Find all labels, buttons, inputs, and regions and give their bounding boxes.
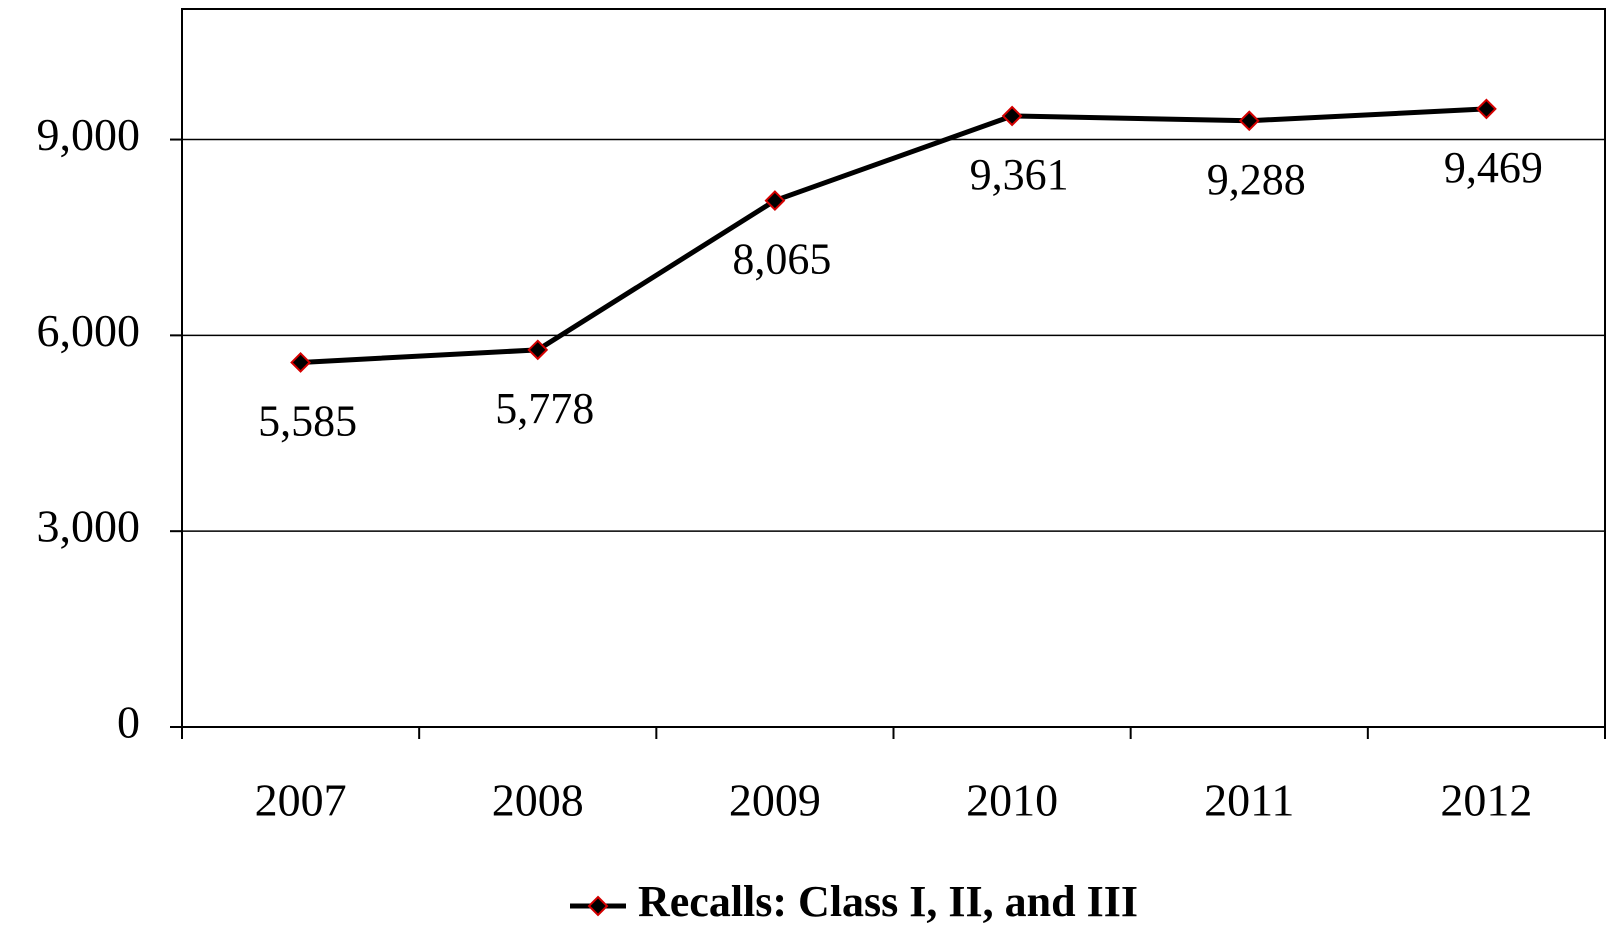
x-tick-label: 2010 (966, 775, 1058, 826)
x-tick-label: 2008 (492, 775, 584, 826)
x-tick-label: 2007 (255, 775, 347, 826)
point-marker (764, 190, 786, 211)
point-marker (1238, 110, 1260, 132)
series-line (300, 106, 1487, 365)
point-marker (527, 339, 549, 361)
y-tick-label: 9,000 (37, 109, 141, 160)
x-tick-label: 2011 (1204, 775, 1294, 826)
y-tick-label: 3,000 (37, 501, 141, 552)
plot-frame (181, 8, 1606, 728)
y-tick-label: 0 (117, 697, 140, 748)
y-tick-label: 6,000 (37, 305, 141, 356)
point-marker (290, 352, 311, 373)
data-label: 8,065 (732, 235, 831, 284)
data-label: 5,585 (258, 397, 357, 446)
x-tick-label: 2009 (729, 775, 821, 826)
data-label: 5,778 (495, 384, 594, 433)
point-marker (1476, 98, 1497, 120)
legend-marker (587, 895, 609, 917)
point-marker (1001, 105, 1023, 127)
data-label: 9,469 (1444, 143, 1543, 192)
x-tick-label: 2012 (1440, 775, 1532, 826)
data-label: 9,288 (1207, 155, 1306, 204)
legend-label: Recalls: Class I, II, and III (638, 877, 1138, 926)
data-label: 9,361 (970, 150, 1069, 199)
